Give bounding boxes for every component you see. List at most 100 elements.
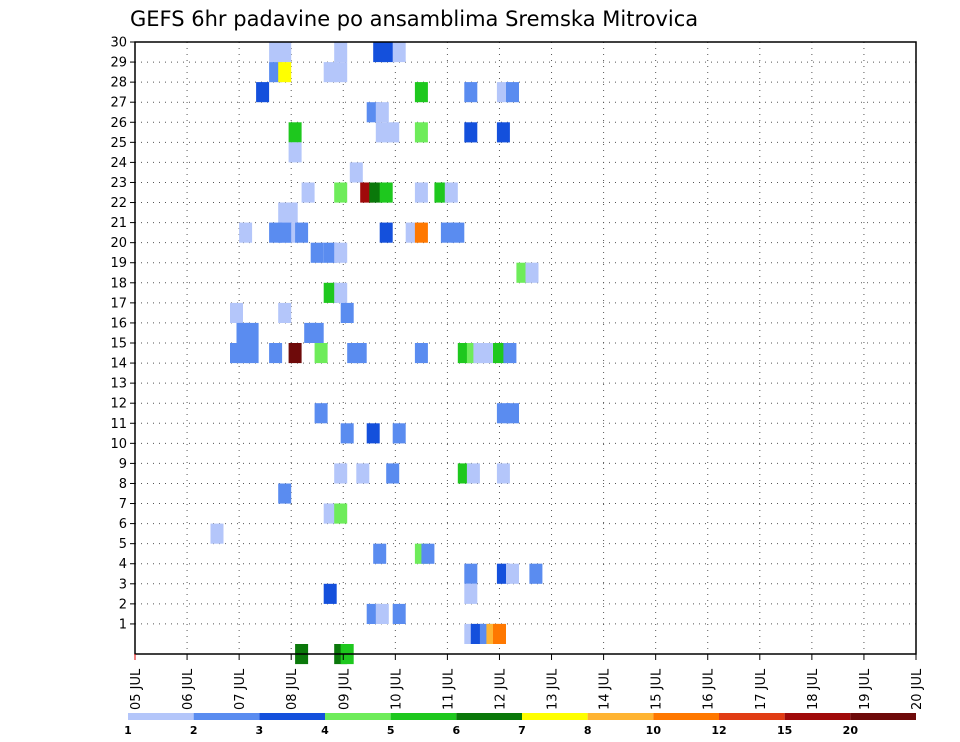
y-tick-label: 25 (110, 136, 127, 151)
data-cell (278, 222, 292, 243)
x-tick-label: 20 JUL (910, 668, 925, 710)
y-tick-label: 2 (119, 597, 127, 612)
data-cell (278, 62, 292, 83)
data-cell (529, 563, 543, 584)
data-cell (466, 463, 480, 484)
legend-swatch (456, 713, 522, 720)
x-tick-label: 08 JUL (285, 668, 300, 710)
data-cell (323, 503, 337, 524)
data-cell (310, 322, 324, 343)
data-cell (323, 242, 337, 263)
legend-label: 6 (453, 724, 461, 737)
legend-label: 10 (646, 724, 662, 737)
legend-label: 8 (584, 724, 592, 737)
x-tick-label: 10 JUL (389, 668, 404, 710)
data-cell (464, 563, 478, 584)
data-cell (334, 463, 348, 484)
data-cell (392, 603, 406, 624)
y-tick-label: 13 (110, 377, 127, 392)
x-tick-label: 15 JUL (650, 668, 665, 710)
y-tick-label: 12 (110, 397, 127, 412)
legend-swatch (587, 713, 654, 720)
data-cell (525, 262, 539, 283)
data-cell (288, 122, 302, 143)
data-cell (210, 523, 224, 544)
data-cell (493, 343, 506, 364)
y-tick-label: 10 (110, 437, 127, 452)
data-cell (369, 182, 383, 203)
data-cell (314, 403, 328, 424)
y-tick-label: 26 (110, 116, 127, 131)
y-tick-label: 28 (110, 76, 127, 91)
data-cell (496, 463, 510, 484)
data-cell (278, 302, 292, 323)
color-legend: 1 2 3 4 5 6 7 8 10 12 15 20 (124, 713, 916, 737)
data-cell (334, 182, 348, 203)
data-cell (464, 122, 478, 143)
data-cell (421, 543, 435, 564)
data-cell (288, 343, 302, 364)
data-cell (349, 162, 363, 183)
data-cell (334, 62, 348, 83)
y-tick-label: 7 (119, 497, 127, 512)
data-cell (451, 222, 465, 243)
y-tick-label: 24 (110, 156, 127, 171)
x-tick-label: 06 JUL (181, 668, 196, 710)
plot-frame (134, 41, 917, 655)
y-tick-label: 15 (110, 337, 127, 352)
data-cell (269, 343, 283, 364)
data-cell (503, 343, 517, 364)
x-tick-label: 13 JUL (546, 668, 561, 710)
y-tick-label: 17 (110, 296, 127, 311)
data-cell (464, 82, 478, 103)
data-cell (464, 583, 478, 604)
legend-label: 2 (190, 724, 198, 737)
data-cell (440, 222, 454, 243)
data-cell (379, 182, 393, 203)
data-cell (340, 423, 354, 444)
data-cell (334, 282, 348, 303)
y-tick-label: 3 (119, 577, 127, 592)
x-tick-label: 09 JUL (337, 668, 352, 710)
data-cell (340, 302, 354, 323)
legend-label: 1 (124, 724, 132, 737)
legend-label: 5 (387, 724, 395, 737)
legend-swatch (390, 713, 457, 720)
data-cell (506, 82, 519, 103)
data-cell (386, 122, 400, 143)
data-cell (356, 463, 370, 484)
data-cell (323, 583, 337, 604)
data-cell (310, 242, 324, 263)
y-tick-label: 22 (110, 196, 127, 211)
y-tick-label: 1 (119, 617, 127, 632)
legend-label: 12 (711, 724, 726, 737)
x-tick-label: 14 JUL (598, 668, 613, 710)
y-tick-label: 4 (119, 557, 127, 572)
x-tick-label: 17 JUL (754, 668, 769, 710)
legend-label: 3 (256, 724, 264, 737)
y-tick-label: 19 (110, 256, 127, 271)
y-tick-label: 18 (110, 276, 127, 291)
legend-label: 20 (843, 724, 859, 737)
x-tick-label: 16 JUL (702, 668, 717, 710)
data-cell (334, 42, 348, 63)
data-cell (375, 603, 389, 624)
data-cell (434, 182, 448, 203)
y-tick-label: 29 (110, 56, 127, 71)
y-tick-label: 23 (110, 176, 127, 191)
data-cell (375, 102, 389, 123)
data-cell (334, 242, 348, 263)
y-axis: 1234567891011121314151617181920212223242… (110, 36, 135, 632)
data-cell (479, 343, 493, 364)
data-cell (506, 403, 519, 424)
data-cell (245, 343, 259, 364)
legend-label: 4 (321, 724, 329, 737)
data-cell (496, 122, 510, 143)
legend-label: 15 (777, 724, 792, 737)
y-tick-label: 6 (119, 517, 127, 532)
chart-title: GEFS 6hr padavine po ansamblima Sremska … (130, 7, 698, 31)
legend-swatch (128, 713, 194, 720)
legend-swatch (653, 713, 719, 720)
x-axis: 05 JUL 06 JUL 07 JUL 08 JUL 09 JUL 10 JUL 11 J… (129, 654, 925, 710)
y-tick-label: 21 (110, 216, 127, 231)
